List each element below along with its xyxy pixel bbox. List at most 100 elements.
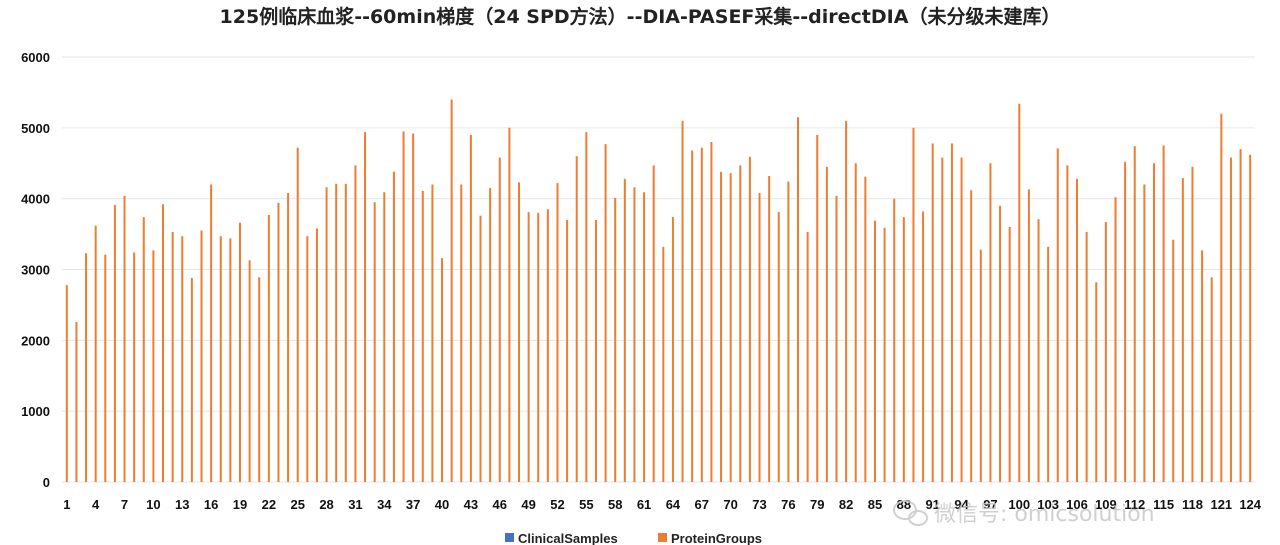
- bar: [1018, 103, 1021, 482]
- bar: [267, 214, 270, 483]
- bar: [229, 238, 232, 482]
- x-tick-label: 13: [175, 497, 189, 512]
- watermark: 微信号: omicsolution: [893, 500, 1155, 527]
- bar: [181, 236, 184, 482]
- bar: [1027, 189, 1030, 483]
- bar: [643, 192, 646, 482]
- x-tick-label: 76: [781, 497, 795, 512]
- legend-label-protein-groups: ProteinGroups: [671, 531, 762, 545]
- bar: [460, 184, 463, 482]
- y-tick-label: 6000: [21, 50, 50, 65]
- bar: [527, 212, 530, 482]
- x-tick-label: 28: [319, 497, 333, 512]
- bar: [691, 150, 694, 482]
- bar: [671, 217, 674, 483]
- bar: [133, 252, 136, 482]
- bar: [421, 190, 424, 482]
- bar: [1201, 250, 1204, 482]
- bar: [1239, 149, 1242, 483]
- bar: [787, 181, 790, 482]
- bar: [566, 219, 569, 482]
- bar: [171, 231, 174, 482]
- y-tick-label: 2000: [21, 333, 50, 348]
- x-tick-label: 34: [377, 497, 392, 512]
- bar: [623, 178, 626, 483]
- bar: [325, 187, 328, 483]
- bar: [1114, 197, 1117, 482]
- bar: [1133, 146, 1136, 482]
- legend-label-clinical-samples: ClinicalSamples: [518, 531, 618, 545]
- y-tick-label: 0: [43, 475, 50, 490]
- bar: [854, 163, 857, 482]
- x-tick-label: 25: [290, 497, 304, 512]
- bar: [1229, 157, 1232, 483]
- bar: [537, 212, 540, 483]
- chart-title: 125例临床血浆--60min梯度（24 SPD方法）--DIA-PASEF采集…: [220, 5, 1061, 28]
- wechat-icon: [893, 500, 928, 526]
- bar: [238, 222, 241, 482]
- x-tick-label: 115: [1153, 497, 1174, 512]
- y-tick-label: 5000: [21, 121, 50, 136]
- x-tick-label: 94: [954, 497, 969, 512]
- x-tick-label: 61: [637, 497, 651, 512]
- x-tick-label: 70: [723, 497, 737, 512]
- bar: [65, 285, 68, 482]
- x-tick-label: 1: [63, 497, 70, 512]
- y-axis: 0 1000 2000 3000 4000 5000 6000: [21, 50, 50, 490]
- bar: [431, 184, 434, 482]
- bar: [1066, 165, 1069, 482]
- x-tick-label: 112: [1124, 497, 1145, 512]
- bar: [248, 260, 251, 482]
- bar: [1124, 161, 1127, 483]
- x-tick-label: 10: [146, 497, 160, 512]
- bar: [614, 197, 617, 483]
- x-tick-label: 118: [1182, 497, 1203, 512]
- x-tick-label: 22: [262, 497, 276, 512]
- x-tick-label: 67: [695, 497, 709, 512]
- bar: [94, 225, 97, 483]
- bar: [768, 176, 771, 482]
- bar: [1104, 222, 1107, 482]
- bar: [662, 246, 665, 482]
- bar: [806, 231, 809, 482]
- x-axis: 1 4 7 10 13 16 19 22 25 28 31 34 37 40 43 46 49 52 55 58 61 6…: [63, 497, 1262, 512]
- bar: [893, 198, 896, 482]
- x-tick-label: 49: [521, 497, 535, 512]
- bar: [1162, 145, 1165, 482]
- bar: [402, 131, 405, 482]
- bar: [1095, 282, 1098, 482]
- bar: [922, 211, 925, 482]
- bar: [210, 184, 213, 482]
- x-tick-label: 55: [579, 497, 593, 512]
- x-tick-label: 109: [1095, 497, 1117, 512]
- bar: [835, 195, 838, 483]
- bar: [777, 212, 780, 482]
- bar: [344, 183, 347, 482]
- bar: [931, 143, 934, 482]
- bar: [258, 277, 261, 482]
- bar: [392, 171, 395, 482]
- x-tick-label: 124: [1239, 497, 1261, 512]
- bar: [970, 190, 973, 482]
- bar: [1085, 231, 1088, 482]
- bar: [797, 117, 800, 482]
- bar: [200, 230, 203, 482]
- x-tick-label: 31: [348, 497, 362, 512]
- bar: [162, 204, 165, 483]
- x-tick-label: 82: [839, 497, 853, 512]
- bar: [296, 147, 299, 482]
- bar: [633, 187, 636, 483]
- bar: [739, 165, 742, 482]
- bar: [1191, 166, 1194, 482]
- y-tick-label: 1000: [21, 404, 50, 419]
- bar: [123, 195, 126, 483]
- bar: [498, 157, 501, 483]
- x-tick-label: 43: [464, 497, 478, 512]
- bar: [1076, 178, 1079, 483]
- bar: [1172, 239, 1175, 482]
- bar: [489, 188, 492, 482]
- bar: [1008, 227, 1011, 482]
- bar: [594, 219, 597, 482]
- bar: [681, 120, 684, 482]
- bar: [700, 147, 703, 482]
